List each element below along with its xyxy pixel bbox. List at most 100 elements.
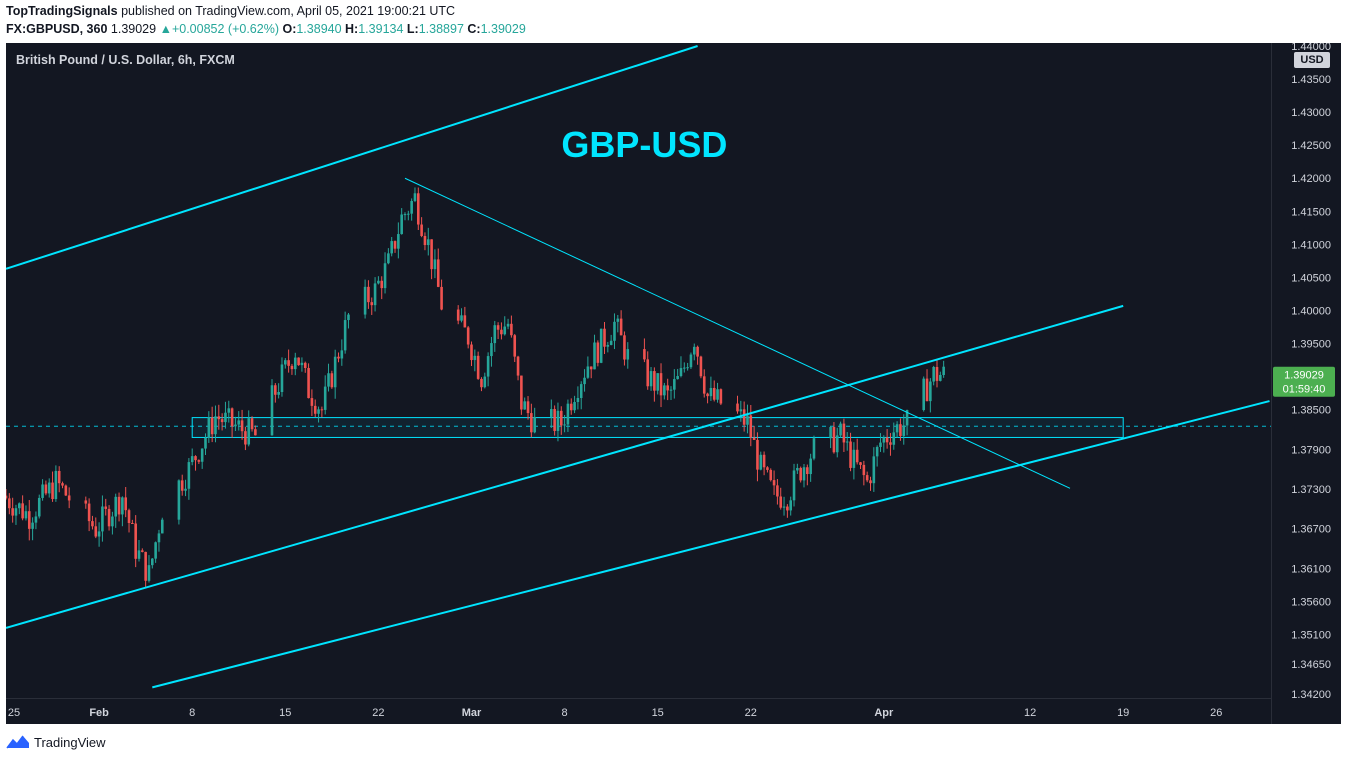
candle-body [21, 503, 24, 519]
candle-body [879, 442, 882, 447]
candle-body [463, 315, 467, 328]
candle-body [111, 516, 114, 527]
candle-body [24, 511, 28, 519]
candle-body [8, 498, 11, 509]
candle-body [593, 342, 596, 370]
candle-body [47, 482, 51, 494]
current-price-badge [1273, 366, 1335, 397]
candle-body [380, 280, 384, 289]
candle-body [862, 464, 866, 476]
candle-body [842, 423, 846, 443]
close-value: 1.39029 [480, 22, 526, 36]
candle-body [500, 329, 503, 335]
candle-body [576, 397, 580, 403]
candle-body [766, 467, 769, 470]
candle-body [234, 424, 237, 427]
candle-body [569, 403, 573, 411]
candle-body [290, 365, 294, 370]
candle-body [131, 523, 134, 525]
footer-brand[interactable]: TradingView [34, 734, 106, 750]
y-tick-label: 1.35100 [1291, 629, 1331, 641]
candle-body [692, 346, 696, 355]
candle-body [905, 410, 909, 426]
candle-body [699, 356, 703, 377]
candle-body [852, 449, 856, 468]
candle-body [456, 309, 460, 321]
candle-body [387, 253, 390, 264]
candle-body [307, 368, 310, 399]
candle-body [895, 424, 899, 433]
chart-title: British Pound / U.S. Dollar, 6h, FXCM [16, 53, 235, 67]
chart-svg[interactable]: GBP-USD 1.44000 1.43500 1.43000 1.42500 1.420… [6, 43, 1341, 724]
candle-body [317, 409, 320, 414]
candle-body [596, 342, 600, 363]
publish-info: TopTradingSignals published on TradingVi… [6, 4, 455, 18]
countdown-label: 01:59:40 [1283, 384, 1326, 396]
candle-body [533, 416, 536, 433]
x-tick-label: 12 [1024, 707, 1036, 719]
candle-body [220, 419, 224, 423]
y-tick-label: 1.37300 [1291, 484, 1331, 496]
y-tick-label: 1.36100 [1291, 563, 1331, 575]
candle-body [626, 349, 630, 360]
candle-body [609, 340, 613, 345]
candle-body [287, 360, 290, 366]
candle-body [673, 379, 676, 390]
candle-body [606, 344, 610, 347]
candle-body [875, 446, 879, 457]
candle-body [157, 533, 161, 543]
candle-body [749, 415, 753, 438]
currency-badge[interactable]: USD [1294, 52, 1330, 68]
candle-body [829, 427, 832, 439]
candle-body [407, 213, 410, 215]
candle-body [939, 374, 942, 381]
candle-body [812, 438, 816, 459]
candle-body [603, 328, 606, 347]
candle-body [792, 470, 796, 501]
candle-body [746, 415, 749, 425]
candle-body [27, 511, 31, 529]
change-arrow-icon: ▲ [159, 22, 172, 36]
y-tick-label: 1.40500 [1291, 272, 1331, 284]
candle-body [623, 335, 626, 360]
channel-upper-line [6, 45, 698, 270]
author-name[interactable]: TopTradingSignals [6, 4, 118, 18]
candle-body [882, 437, 886, 443]
tradingview-logo-icon[interactable] [6, 734, 30, 750]
candle-body [855, 449, 859, 463]
candle-body [247, 418, 251, 445]
candle-body [756, 439, 759, 470]
y-tick-label: 1.36700 [1291, 524, 1331, 536]
candle-body [410, 200, 413, 214]
candle-body [207, 417, 211, 438]
candle-body [180, 480, 184, 491]
candle-body [653, 371, 656, 391]
candle-body [14, 508, 18, 516]
candle-body [696, 346, 699, 357]
candle-body [932, 367, 935, 382]
candle-body [383, 263, 387, 289]
chart-pane[interactable]: GBP-USD 1.44000 1.43500 1.43000 1.42500 1.420… [6, 43, 1341, 724]
candle-body [197, 460, 201, 462]
x-tick-label: 22 [372, 707, 384, 719]
candle-body [340, 350, 344, 359]
candle-body [141, 550, 144, 552]
candle-body [274, 385, 277, 395]
y-tick-label: 1.38500 [1291, 405, 1331, 417]
candle-body [656, 373, 659, 391]
candle-body [599, 328, 603, 363]
candle-body [476, 355, 480, 379]
candle-body [769, 469, 773, 481]
candle-body [835, 435, 839, 453]
close-label: C: [467, 22, 481, 36]
candle-body [935, 367, 939, 381]
x-tick-label: 25 [8, 707, 20, 719]
candle-body [470, 344, 473, 361]
high-label: H: [345, 22, 359, 36]
candle-body [240, 420, 244, 432]
candle-body [254, 429, 257, 436]
low-label: L: [406, 22, 419, 36]
candle-body [114, 496, 118, 517]
candle-body [417, 193, 420, 225]
candle-body [702, 376, 706, 394]
